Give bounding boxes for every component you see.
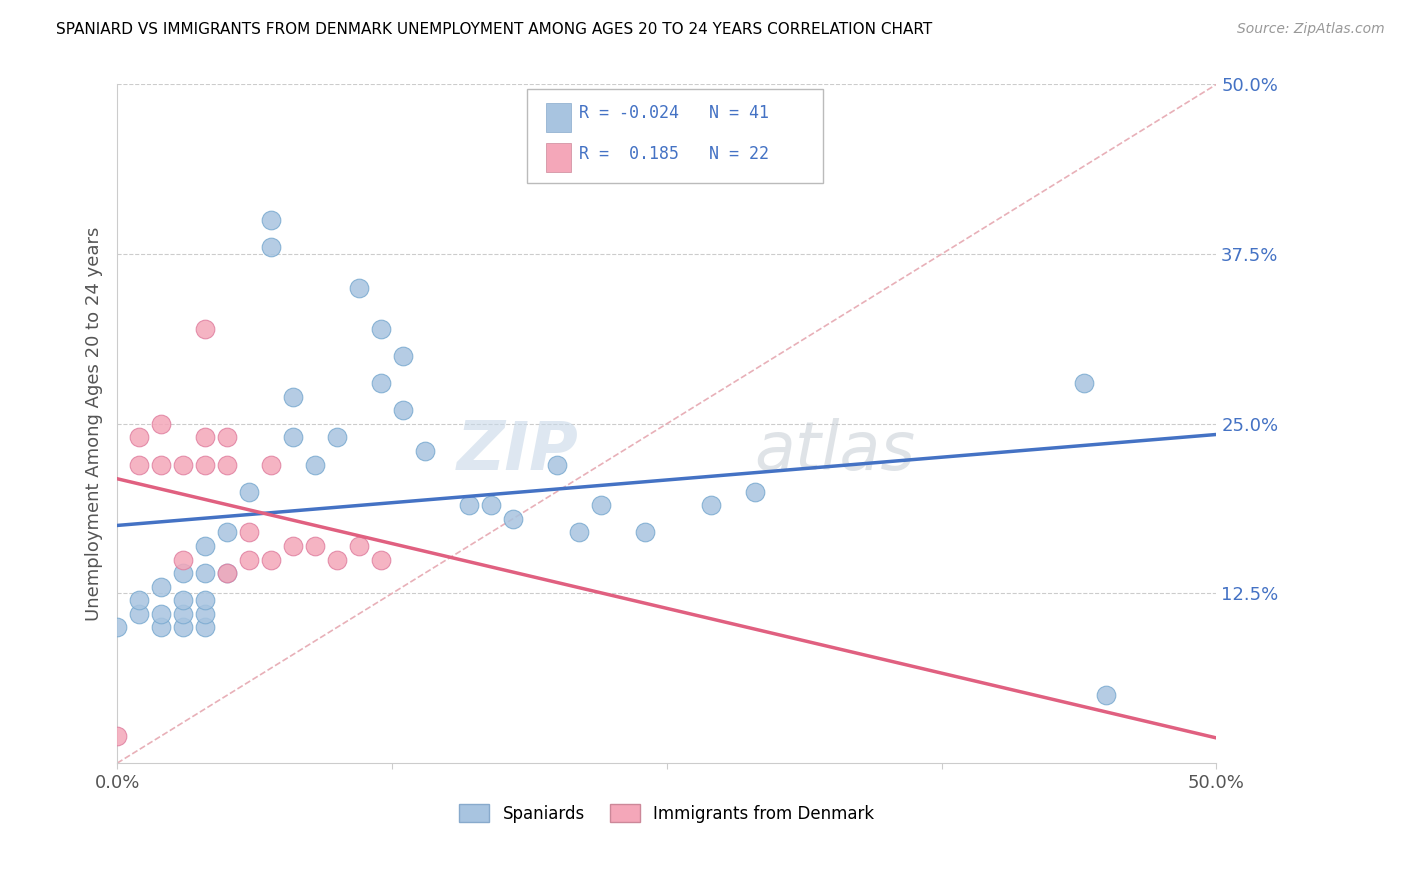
- Point: [304, 539, 326, 553]
- Legend: Spaniards, Immigrants from Denmark: Spaniards, Immigrants from Denmark: [460, 805, 875, 822]
- Point: [260, 458, 283, 472]
- Point: [304, 458, 326, 472]
- Point: [128, 430, 150, 444]
- Point: [150, 620, 173, 634]
- Point: [238, 484, 260, 499]
- Text: R =  0.185   N = 22: R = 0.185 N = 22: [579, 145, 769, 162]
- Point: [744, 484, 766, 499]
- Point: [217, 458, 239, 472]
- Point: [172, 458, 194, 472]
- Point: [217, 566, 239, 580]
- Point: [172, 593, 194, 607]
- Point: [194, 430, 217, 444]
- Point: [546, 458, 568, 472]
- Point: [479, 498, 502, 512]
- Point: [128, 607, 150, 621]
- Point: [194, 607, 217, 621]
- Point: [260, 240, 283, 254]
- Point: [172, 566, 194, 580]
- Point: [326, 552, 349, 566]
- Point: [589, 498, 612, 512]
- Point: [217, 566, 239, 580]
- Point: [392, 349, 415, 363]
- Point: [150, 458, 173, 472]
- Y-axis label: Unemployment Among Ages 20 to 24 years: Unemployment Among Ages 20 to 24 years: [86, 227, 103, 621]
- Point: [194, 539, 217, 553]
- Text: ZIP: ZIP: [457, 418, 579, 484]
- Point: [238, 552, 260, 566]
- Point: [260, 552, 283, 566]
- Point: [413, 444, 436, 458]
- Point: [634, 525, 657, 540]
- Point: [260, 213, 283, 227]
- Point: [457, 498, 479, 512]
- Point: [172, 620, 194, 634]
- Point: [150, 580, 173, 594]
- Point: [1073, 376, 1095, 390]
- Point: [370, 376, 392, 390]
- Point: [150, 607, 173, 621]
- Point: [217, 430, 239, 444]
- Point: [217, 525, 239, 540]
- Point: [194, 458, 217, 472]
- Text: atlas: atlas: [755, 418, 915, 484]
- Point: [281, 430, 304, 444]
- Point: [105, 729, 128, 743]
- Text: SPANIARD VS IMMIGRANTS FROM DENMARK UNEMPLOYMENT AMONG AGES 20 TO 24 YEARS CORRE: SPANIARD VS IMMIGRANTS FROM DENMARK UNEM…: [56, 22, 932, 37]
- Point: [699, 498, 721, 512]
- Point: [194, 593, 217, 607]
- Point: [194, 566, 217, 580]
- Point: [281, 390, 304, 404]
- Point: [568, 525, 591, 540]
- Point: [1095, 688, 1118, 702]
- Point: [347, 539, 370, 553]
- Point: [370, 552, 392, 566]
- Point: [194, 322, 217, 336]
- Point: [105, 620, 128, 634]
- Point: [128, 593, 150, 607]
- Point: [392, 403, 415, 417]
- Point: [347, 281, 370, 295]
- Text: R = -0.024   N = 41: R = -0.024 N = 41: [579, 104, 769, 122]
- Point: [370, 322, 392, 336]
- Point: [172, 552, 194, 566]
- Point: [326, 430, 349, 444]
- Point: [281, 539, 304, 553]
- Point: [194, 620, 217, 634]
- Point: [128, 458, 150, 472]
- Point: [150, 417, 173, 431]
- Text: Source: ZipAtlas.com: Source: ZipAtlas.com: [1237, 22, 1385, 37]
- Point: [502, 512, 524, 526]
- Point: [238, 525, 260, 540]
- Point: [172, 607, 194, 621]
